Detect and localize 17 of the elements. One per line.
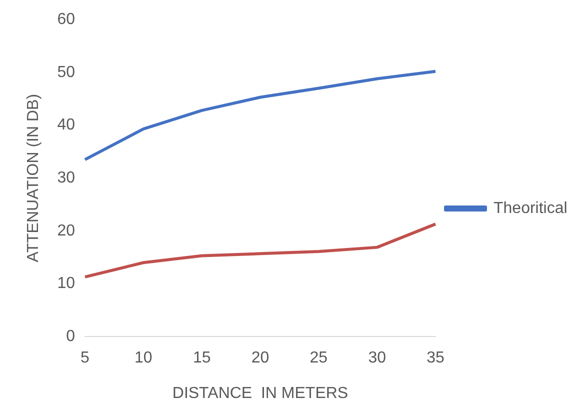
y-tick-label: 10: [57, 275, 76, 292]
x-tick-label: 25: [310, 350, 328, 367]
y-tick-label: 60: [57, 11, 76, 28]
x-tick-label: 30: [368, 350, 386, 367]
y-tick-label: 50: [57, 64, 76, 81]
x-tick-label: 10: [134, 350, 152, 367]
x-tick-label: 5: [80, 350, 90, 367]
legend-label: Theoritical: [494, 200, 568, 217]
y-tick-label: 0: [66, 328, 76, 346]
x-tick-label: 20: [251, 350, 270, 367]
x-tick-label: 15: [192, 350, 211, 367]
y-axis-title: ATTENUATION (IN DB): [25, 94, 42, 262]
y-tick-label: 40: [57, 116, 76, 134]
y-tick-label: 20: [57, 222, 76, 240]
x-tick-label: 35: [426, 350, 444, 367]
x-axis-title: DISTANCE IN METERS: [172, 384, 348, 402]
y-tick-label: 30: [57, 170, 76, 187]
